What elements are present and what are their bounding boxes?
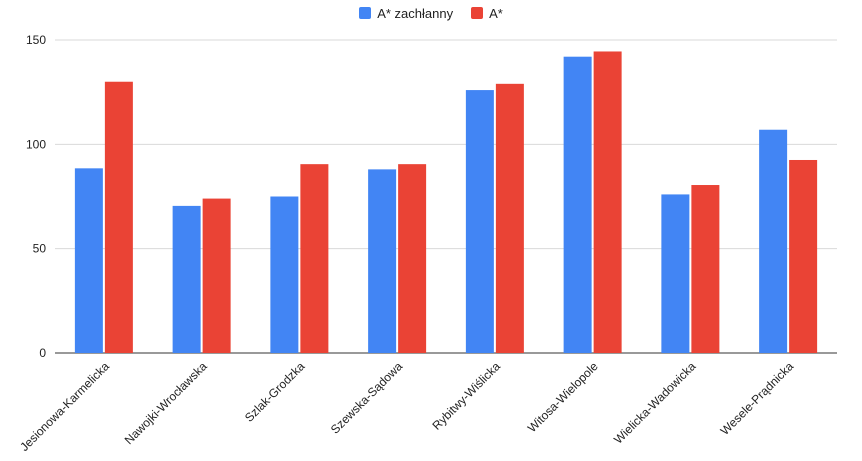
bar: [398, 164, 427, 353]
x-tick-label: Nawojki-Wrocławska: [122, 359, 210, 447]
bar: [104, 81, 133, 353]
legend-swatch-greedy-astar: [359, 7, 372, 19]
bar: [465, 90, 494, 353]
x-tick-label: Witosa-Wielopole: [525, 359, 601, 435]
legend-swatch-astar: [471, 7, 484, 19]
y-tick-label: 150: [26, 33, 46, 47]
x-tick-label: Wielicka-Wadowicka: [611, 359, 699, 447]
bar: [202, 198, 231, 353]
y-tick-label: 100: [26, 137, 46, 151]
legend-label-astar: A*: [489, 5, 503, 21]
bar: [495, 83, 524, 353]
bar: [300, 164, 329, 353]
y-tick-label: 50: [33, 242, 47, 256]
x-tick-label: Szewska-Sądowa: [328, 359, 406, 437]
legend-item-astar[interactable]: A*: [471, 6, 503, 21]
x-tick-label: Wesele-Prądnicka: [718, 359, 797, 438]
x-tick-label: Szlak-Grodzka: [242, 359, 308, 425]
bar: [172, 205, 201, 353]
legend-label-greedy-astar: A* zachłanny: [377, 5, 454, 21]
bar: [368, 169, 397, 353]
legend: A* zachłanny A*: [0, 4, 862, 22]
bar: [661, 194, 690, 353]
y-tick-label: 0: [39, 346, 46, 360]
bar: [593, 51, 622, 354]
bar: [270, 196, 299, 353]
bar: [563, 56, 592, 354]
x-tick-label: Rybitwy-Wiślicka: [429, 359, 503, 433]
bar: [759, 129, 788, 353]
legend-item-greedy-astar[interactable]: A* zachłanny: [359, 6, 453, 21]
bar: [691, 185, 720, 353]
bar: [789, 159, 818, 353]
x-tick-label: Jesionowa-Karmelicka: [17, 359, 112, 454]
bar: [74, 168, 103, 353]
